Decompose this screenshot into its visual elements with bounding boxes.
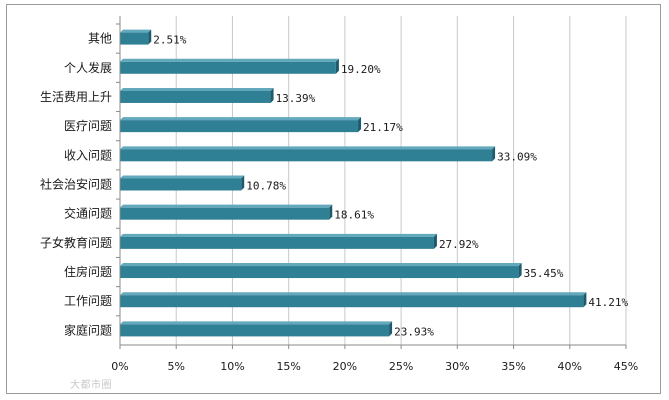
x-tick-label: 35% [501,360,525,373]
data-label: 18.61% [334,209,374,222]
bar-top-face [120,175,245,179]
x-tick-label: 20% [333,360,357,373]
category-label: 家庭问题 [64,322,112,337]
x-tick-label: 15% [276,360,300,373]
bar-top-face [120,87,274,91]
category-label: 住房问题 [64,264,112,279]
bar-end-face [270,87,274,103]
bar-end-face [492,146,496,162]
category-label: 生活费用上升 [40,90,112,104]
bar-end-face [518,263,522,279]
bar-top-face [120,321,393,325]
data-label: 2.51% [153,34,186,47]
bar [120,61,336,74]
category-label: 个人发展 [64,60,112,75]
bar-end-face [583,292,587,308]
bar [120,120,359,133]
category-label: 工作问题 [64,294,112,308]
bar-end-face [241,175,245,191]
bar [120,266,519,279]
bar [120,236,434,249]
bar [120,178,242,191]
bar-end-face [335,58,339,74]
data-label: 33.09% [497,150,537,163]
bar-top-face [120,146,496,150]
x-tick-label: 40% [558,360,582,373]
category-label: 医疗问题 [64,119,112,133]
bar-end-face [329,204,333,220]
category-label: 收入问题 [64,148,112,162]
x-tick-label: 5% [167,360,184,373]
bar [120,324,390,337]
watermark: 大都市圈 [70,380,112,391]
bars [120,29,587,337]
data-label: 35.45% [524,267,564,280]
bar-top-face [120,263,522,267]
category-label: 社会治安问题 [40,177,112,192]
bar-top-face [120,117,362,121]
bar [120,149,493,162]
category-label: 其他 [88,32,112,46]
bar [120,90,271,103]
axes [116,16,627,349]
bar-end-face [358,117,362,133]
x-tick-label: 25% [389,360,413,373]
x-tick-label: 30% [445,360,469,373]
data-label: 10.78% [246,180,286,193]
category-label: 子女教育问题 [40,235,112,250]
bar [120,32,149,45]
data-label: 21.17% [363,121,403,134]
bar-top-face [120,204,333,208]
bar-end-face [433,233,437,249]
bar [120,295,584,308]
x-tick-label: 0% [111,360,128,373]
x-tick-label: 45% [614,360,638,373]
bar-top-face [120,29,152,33]
data-label: 23.93% [394,325,434,338]
bar-top-face [120,58,339,62]
x-tick-label: 10% [220,360,244,373]
bar-end-face [148,29,152,45]
data-label: 41.21% [588,296,628,309]
data-label: 19.20% [341,63,381,76]
category-label: 交通问题 [64,206,112,221]
data-label: 13.39% [276,92,316,105]
bar [120,207,330,220]
bar-top-face [120,233,437,237]
bar-top-face [120,292,587,296]
data-label: 27.92% [439,238,479,251]
bar-end-face [389,321,393,337]
labels: 0% 5% 10% 15% 20% 25% 30% 35% 40% 45% 其他 2.51% 个人发展 1… [40,32,638,373]
